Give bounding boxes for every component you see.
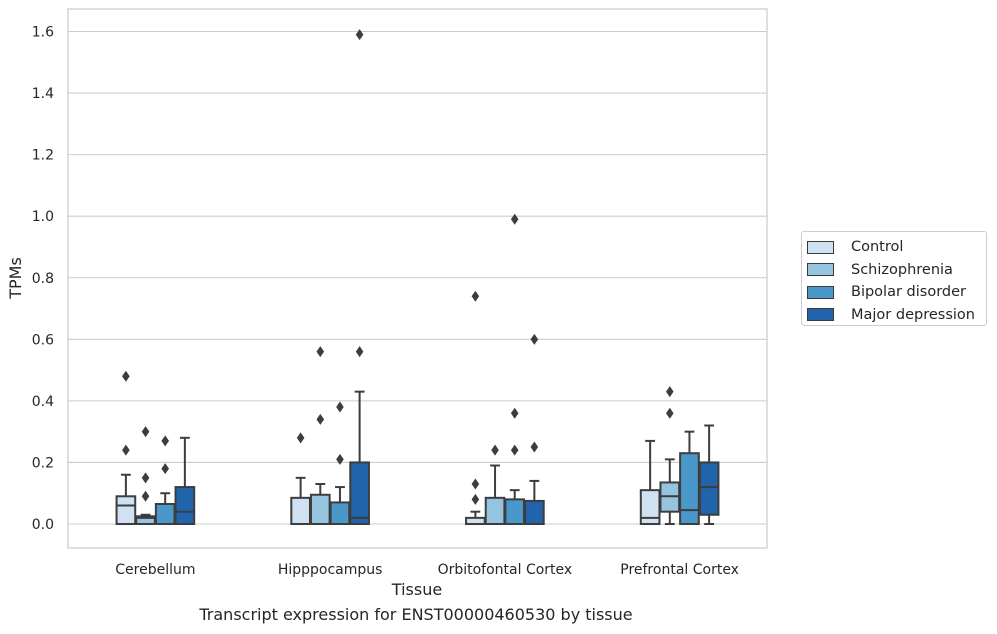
iqr-box [504, 498, 526, 525]
outlier-point [665, 386, 674, 398]
legend-item: Control [807, 236, 986, 259]
outlier-point [336, 401, 344, 413]
iqr-box [524, 499, 545, 525]
outlier-point [665, 407, 674, 419]
iqr-box [698, 461, 720, 516]
iqr-box [639, 489, 661, 525]
box-major-depression [698, 424, 720, 525]
box-bipolar-disorder [504, 213, 526, 525]
y-tick-label: 0.0 [32, 517, 54, 533]
chart-caption: Transcript expression for ENST0000046053… [199, 605, 633, 624]
legend-swatch [807, 240, 834, 254]
y-tick-label: 0.2 [32, 455, 54, 471]
iqr-box [290, 496, 311, 525]
iqr-box [329, 501, 351, 525]
x-tick-labels: Cerebellum Hipppocampus Orbitofontal Corte… [115, 562, 739, 578]
outlier-point [122, 444, 130, 456]
iqr-box [174, 486, 196, 525]
outlier-point [141, 426, 150, 438]
legend-label: Control [851, 239, 904, 256]
outlier-point [296, 432, 305, 444]
outlier-point [510, 407, 519, 419]
y-tick-label: 1.4 [32, 86, 54, 102]
legend-item: Major depression [807, 304, 986, 327]
iqr-box [154, 502, 176, 525]
box-control [115, 370, 137, 525]
outlier-point [510, 444, 519, 456]
box-plots [115, 29, 720, 525]
x-tick-label: Orbitofontal Cortex [438, 562, 573, 578]
legend-item: Bipolar disorder [807, 281, 986, 304]
box-schizophrenia [135, 426, 156, 525]
legend-swatch [807, 308, 834, 322]
outlier-point [316, 346, 325, 358]
iqr-box [115, 495, 137, 525]
legend-label: Major depression [851, 306, 975, 323]
outlier-point [336, 453, 344, 465]
box-bipolar-disorder [154, 435, 176, 525]
y-tick-label: 1.0 [32, 209, 54, 225]
y-tick-label: 1.6 [32, 25, 54, 41]
box-schizophrenia [309, 346, 331, 525]
y-tick-label: 0.8 [32, 271, 54, 287]
box-major-depression [349, 29, 370, 525]
x-tick-label: Prefrontal Cortex [620, 562, 739, 578]
legend-swatch [807, 285, 834, 299]
grid-lines [68, 30, 767, 525]
legend-label: Bipolar disorder [851, 284, 966, 301]
outlier-point [161, 435, 170, 447]
legend: Control Schizophrenia Bipolar disorder Majo… [801, 231, 987, 326]
y-tick-label: 0.4 [32, 394, 54, 410]
x-tick-label: Cerebellum [115, 562, 195, 578]
box-control [465, 290, 486, 525]
legend-label: Schizophrenia [851, 261, 953, 278]
box-major-depression [524, 333, 545, 525]
y-tick-label: 0.6 [32, 332, 54, 348]
outlier-point [491, 444, 499, 456]
y-tick-label: 1.2 [32, 148, 54, 164]
outlier-point [355, 346, 364, 358]
box-control [639, 439, 661, 525]
plot-frame [67, 8, 768, 549]
box-schizophrenia [659, 386, 681, 525]
box-bipolar-disorder [329, 401, 351, 525]
outlier-point [530, 333, 539, 345]
legend-swatch [807, 263, 834, 277]
outlier-point [530, 441, 539, 453]
iqr-box [679, 452, 700, 525]
box-major-depression [174, 436, 196, 525]
iqr-box [484, 496, 506, 525]
iqr-box [309, 493, 331, 525]
box-schizophrenia [484, 444, 506, 525]
outlier-point [355, 29, 364, 41]
iqr-box [349, 461, 370, 525]
outlier-point [510, 213, 519, 225]
x-axis-label: Tissue [391, 580, 442, 599]
outlier-point [161, 463, 170, 475]
x-tick-label: Hipppocampus [278, 562, 383, 578]
y-axis-label: TPMs [6, 257, 25, 300]
outlier-point [471, 290, 480, 302]
box-bipolar-disorder [679, 430, 700, 525]
outlier-point [471, 478, 480, 490]
box-control [290, 432, 311, 525]
y-tick-labels: 0.0 0.2 0.4 0.6 0.8 1.0 1.2 1.4 1.6 [32, 25, 54, 534]
outlier-point [141, 490, 150, 502]
legend-item: Schizophrenia [807, 259, 986, 282]
outlier-point [141, 472, 150, 484]
outlier-point [471, 493, 480, 505]
outlier-point [122, 370, 130, 382]
outlier-point [316, 413, 325, 425]
